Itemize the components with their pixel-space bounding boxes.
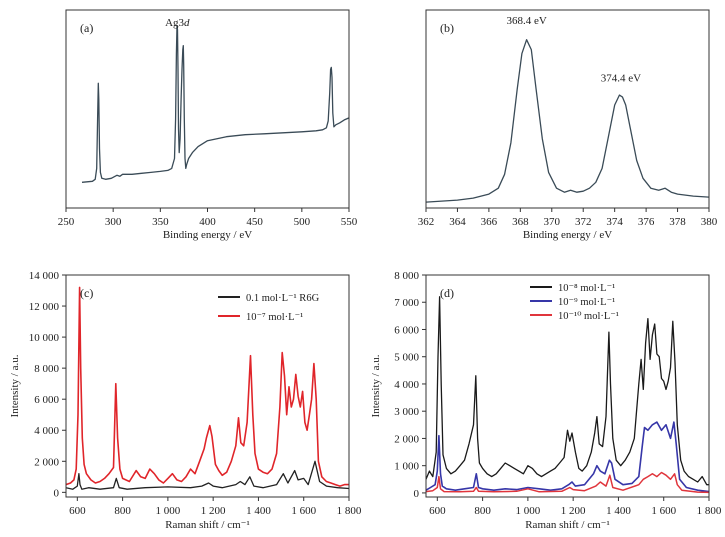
x-tick-label: 366	[481, 216, 498, 228]
x-tick-label: 350	[152, 216, 169, 228]
panel-d: 600 800 1 000 1 200 1 400 1 600 1 800 0 1 000 2 0…	[370, 270, 722, 531]
x-tick-label: 1 400	[246, 505, 271, 517]
x-tick-label: 800	[474, 505, 491, 517]
x-tick-label: 1 000	[156, 505, 181, 517]
legend-entry-label: 10⁻⁷ mol·L⁻¹	[246, 312, 303, 323]
series-line-3	[426, 471, 709, 494]
y-axis-label: Intensity / a.u.	[9, 354, 21, 417]
legend-entry-label: 10⁻¹⁰ mol·L⁻¹	[558, 311, 619, 322]
annotation-italic-part: d	[184, 17, 190, 29]
plot-frame	[425, 9, 710, 209]
y-tick-label: 4 000	[394, 379, 419, 391]
x-tick-label: 450	[246, 216, 263, 228]
panel-label: (a)	[80, 21, 93, 35]
x-tick-label: 250	[58, 216, 75, 228]
series-line-2	[66, 286, 349, 487]
y-tick-label: 10 000	[29, 332, 60, 344]
y-tick-label: 5 000	[394, 352, 419, 364]
panel-a: 250 300 350 400 450 500 550 Binding energy / eV…	[58, 9, 358, 241]
y-tick-label: 0	[414, 488, 420, 500]
peak-annotation: 374.4 eV	[601, 72, 641, 84]
y-tick-label: 8 000	[394, 270, 419, 282]
legend-entry-label: 10⁻⁹ mol·L⁻¹	[558, 297, 615, 308]
x-tick-label: 1 600	[291, 505, 316, 517]
x-tick-label: 380	[701, 216, 718, 228]
series-line-1	[426, 296, 709, 486]
y-tick-label: 12 000	[29, 301, 60, 313]
y-tick-label: 6 000	[34, 394, 59, 406]
y-tick-label: 2 000	[34, 456, 59, 468]
plot-frame	[65, 274, 350, 498]
x-tick-label: 400	[199, 216, 216, 228]
x-tick-label: 1 000	[516, 505, 541, 517]
y-tick-label: 8 000	[34, 363, 59, 375]
legend: 0.1 mol·L⁻¹ R6G 10⁻⁷ mol·L⁻¹	[218, 293, 320, 323]
x-tick-label: 370	[544, 216, 561, 228]
x-tick-label: 368	[512, 216, 529, 228]
x-axis-label: Binding energy / eV	[163, 229, 252, 241]
x-tick-label: 500	[294, 216, 311, 228]
x-tick-label: 378	[669, 216, 686, 228]
x-tick-label: 550	[341, 216, 358, 228]
x-tick-label: 376	[638, 216, 655, 228]
x-tick-label: 372	[575, 216, 592, 228]
series-line-2	[426, 421, 709, 493]
peak-annotation: 368.4 eV	[506, 15, 546, 27]
x-tick-label: 1 200	[201, 505, 226, 517]
panel-label: (d)	[440, 286, 454, 300]
y-axis-label: Intensity / a.u.	[370, 354, 382, 417]
x-tick-label: 800	[114, 505, 131, 517]
x-axis-label: Binding energy / eV	[523, 229, 612, 241]
x-axis-label: Raman shift / cm⁻¹	[525, 519, 610, 531]
y-tick-label: 4 000	[34, 425, 59, 437]
x-tick-label: 600	[429, 505, 446, 517]
x-tick-label: 362	[418, 216, 435, 228]
x-tick-label: 374	[606, 216, 623, 228]
y-tick-label: 14 000	[29, 270, 60, 282]
peak-annotation: Ag3d	[165, 17, 190, 29]
x-tick-label: 1 200	[561, 505, 586, 517]
legend-entry-label: 0.1 mol·L⁻¹ R6G	[246, 293, 320, 304]
panel-b: 362 364 366 368 370 372 374 376 378 380 Binding en…	[418, 9, 718, 241]
y-tick-label: 2 000	[394, 433, 419, 445]
panel-c: 600 800 1 000 1 200 1 400 1 600 1 800 0 2 000 4 0…	[9, 270, 362, 531]
legend: 10⁻⁸ mol·L⁻¹ 10⁻⁹ mol·L⁻¹ 10⁻¹⁰ mol·L⁻¹	[530, 283, 619, 322]
x-tick-label: 300	[105, 216, 122, 228]
y-tick-label: 0	[54, 487, 60, 499]
series-line-1	[81, 25, 349, 183]
x-tick-label: 1 800	[697, 505, 722, 517]
y-tick-label: 1 000	[394, 461, 419, 473]
x-tick-label: 600	[69, 505, 86, 517]
x-axis-label: Raman shift / cm⁻¹	[165, 519, 250, 531]
series-line-1	[66, 460, 349, 490]
legend-entry-label: 10⁻⁸ mol·L⁻¹	[558, 283, 615, 294]
y-tick-label: 7 000	[394, 297, 419, 309]
x-tick-label: 1 400	[606, 505, 631, 517]
x-tick-label: 1 800	[337, 505, 362, 517]
x-tick-label: 364	[449, 216, 466, 228]
plot-frame	[425, 274, 710, 498]
panel-label: (c)	[80, 286, 93, 300]
y-tick-label: 6 000	[394, 324, 419, 336]
x-tick-label: 1 600	[651, 505, 676, 517]
y-tick-label: 3 000	[394, 406, 419, 418]
series-line-1	[426, 39, 709, 203]
panel-label: (b)	[440, 21, 454, 35]
